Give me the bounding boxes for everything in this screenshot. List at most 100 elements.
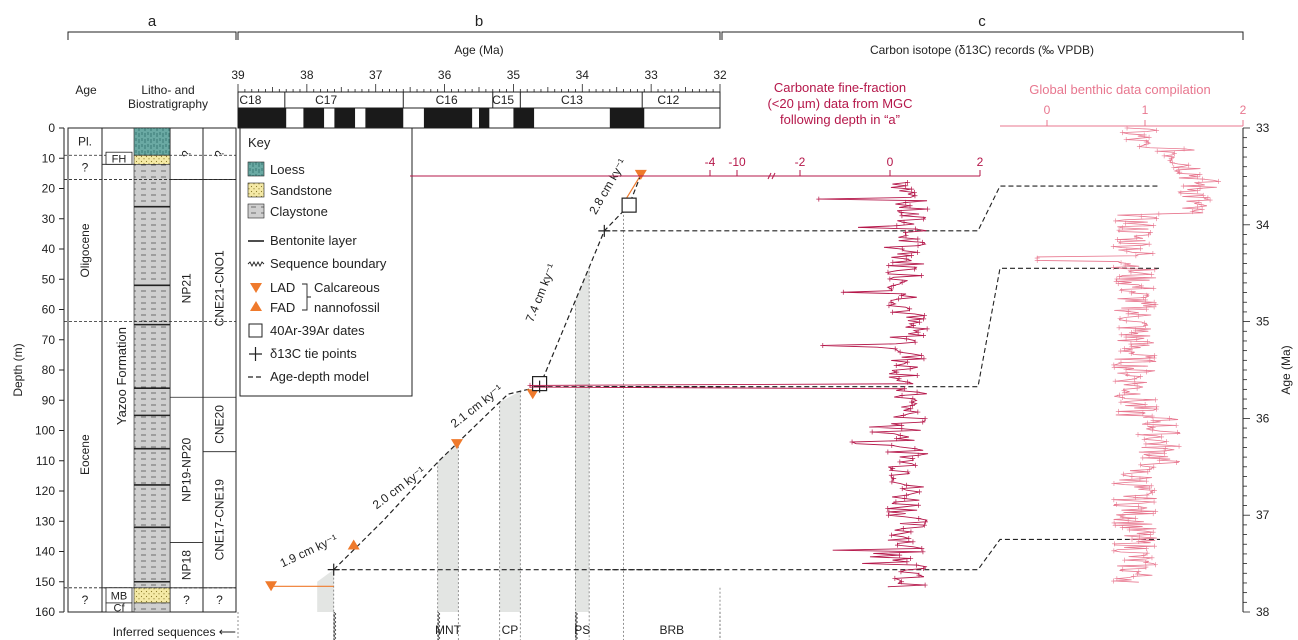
lithology-claystone (133, 164, 171, 589)
benthic-tick-label: 1 (1142, 103, 1149, 117)
carbonate-title-line-3: following depth in “a” (780, 112, 900, 127)
right-age-tick-label: 35 (1256, 315, 1270, 329)
cne-zone-label: ? (216, 593, 223, 607)
age-tick-label: 32 (713, 68, 727, 82)
magnetochron-bar: C18 C17 C16 C15 C13 C12 (237, 91, 721, 129)
age-tick-label: 33 (644, 68, 658, 82)
key-lad-symbol (250, 283, 262, 293)
chron-label: C12 (657, 93, 679, 107)
right-age-tick-label: 34 (1256, 218, 1270, 232)
chron-label-row (237, 91, 721, 109)
key-claystone-swatch (247, 203, 265, 219)
lithology-loess (133, 127, 171, 156)
depth-axis: 0 10 20 30 40 50 60 70 80 90 100 110 120 130 140 150 160 (35, 121, 65, 619)
right-age-tick-label: 37 (1256, 508, 1270, 522)
sequence-label: PS (574, 623, 590, 637)
column-header-age: Age (75, 83, 97, 97)
key-ar-dates-label: 40Ar-39Ar dates (270, 323, 365, 338)
unit-box (105, 602, 133, 613)
depth-tick-label: 70 (42, 333, 56, 347)
cne-zone-label: CNE21-CNO1 (213, 250, 227, 326)
chron-label: C13 (561, 93, 583, 107)
age-tick-label: 37 (369, 68, 383, 82)
epoch-label: Oligocene (78, 223, 92, 277)
panel-label-a: a (148, 13, 157, 30)
sequence-shade (317, 569, 334, 612)
age-tick-label: 36 (438, 68, 452, 82)
sequence-label: BRB (659, 623, 684, 637)
chron-label: C17 (315, 93, 337, 107)
key-loess-swatch (247, 161, 265, 177)
depth-tick-label: 10 (42, 151, 56, 165)
key-sandstone-swatch (247, 182, 265, 198)
carbonate-tick-label: -10 (728, 155, 746, 169)
axis-break (767, 172, 776, 180)
column-header-litho-1: Litho- and (141, 83, 194, 97)
panel-label-b: b (475, 13, 483, 30)
sequence-boundary-wavy (333, 611, 337, 640)
right-age-axis-title: Age (Ma) (1279, 345, 1293, 394)
key-lad-label: LAD (270, 280, 295, 295)
chron-label: C15 (492, 93, 514, 107)
sedimentation-rate-label: 1.9 cm ky⁻¹ (278, 532, 340, 571)
carbonate-title-line-2: (<20 µm) data from MGC (767, 96, 912, 111)
carbonate-series-points (527, 179, 931, 588)
normal-polarity-band (238, 108, 287, 128)
right-age-tick-label: 33 (1256, 121, 1270, 135)
depth-tick-label: 50 (42, 272, 56, 286)
inferred-sequences-label: Inferred sequences ⟵ (113, 625, 236, 639)
normal-polarity-band (513, 108, 535, 128)
depth-tick-label: 20 (42, 182, 56, 196)
unit-label: FH (112, 153, 127, 165)
benthic-tick-label: 2 (1240, 103, 1247, 117)
cne-zone-label: CNE17-CNE19 (213, 479, 227, 561)
depth-tick-label: 130 (35, 514, 55, 528)
depth-tick-label: 160 (35, 605, 55, 619)
np-zone-label: ? (180, 150, 194, 157)
fad-marker (347, 539, 360, 550)
epoch-label: ? (82, 593, 89, 607)
key-sandstone-label: Sandstone (270, 183, 332, 198)
carbonate-tick-label: 0 (887, 155, 894, 169)
panel-headers: a b c Age (Ma) Carbon isotope (δ13C) rec… (67, 13, 1244, 57)
sequence-boundary-wavy (437, 611, 441, 640)
depth-tick-label: 150 (35, 575, 55, 589)
sequence-shade (499, 391, 521, 612)
key-calcareous-label: Calcareous (314, 280, 380, 295)
formation-label: Yazoo Formation (114, 327, 129, 425)
lad-marker (634, 169, 647, 180)
depth-tick-label: 100 (35, 424, 55, 438)
np-zone-label: NP19-NP20 (180, 437, 194, 501)
carbon-isotope-title: Carbon isotope (δ13C) records (‰ VPDB) (870, 43, 1094, 57)
age-tick-label: 38 (300, 68, 314, 82)
age-axis-title: Age (Ma) (454, 43, 503, 57)
age-tick-label: 39 (231, 68, 245, 82)
sequence-label: MNT (435, 623, 462, 637)
right-age-tick-label: 38 (1256, 605, 1270, 619)
benthic-series-title: Global benthic data compilation (1029, 82, 1210, 97)
epoch-label: Eocene (78, 434, 92, 475)
cne-zone-label: ? (213, 150, 227, 157)
lithology-claystone (133, 602, 171, 613)
lad-marker (265, 581, 278, 592)
key-sequence-label: Sequence boundary (270, 256, 387, 271)
sedimentation-rate-label: 7.4 cm ky⁻¹ (523, 262, 559, 324)
ar-date-marker (621, 197, 637, 213)
key-age-depth-label: Age-depth model (270, 369, 369, 384)
sequence-shade (575, 267, 590, 612)
key-bentonite-label: Bentonite layer (270, 233, 357, 248)
depth-tick-label: 80 (42, 363, 56, 377)
depth-tick-label: 120 (35, 484, 55, 498)
unit-label: MB (111, 590, 128, 602)
key-tie-point-symbol (249, 347, 262, 361)
normal-polarity-band (609, 108, 645, 128)
age-depth-model-line (333, 174, 642, 571)
key-ar-dates-symbol (248, 323, 263, 338)
age-tick-label: 34 (576, 68, 590, 82)
cne-zone-label: CNE20 (213, 405, 227, 444)
lad-marker (526, 389, 539, 400)
key-nannofossil-label: nannofossil (314, 300, 380, 315)
depth-tick-label: 60 (42, 303, 56, 317)
normal-polarity-band (365, 108, 404, 128)
